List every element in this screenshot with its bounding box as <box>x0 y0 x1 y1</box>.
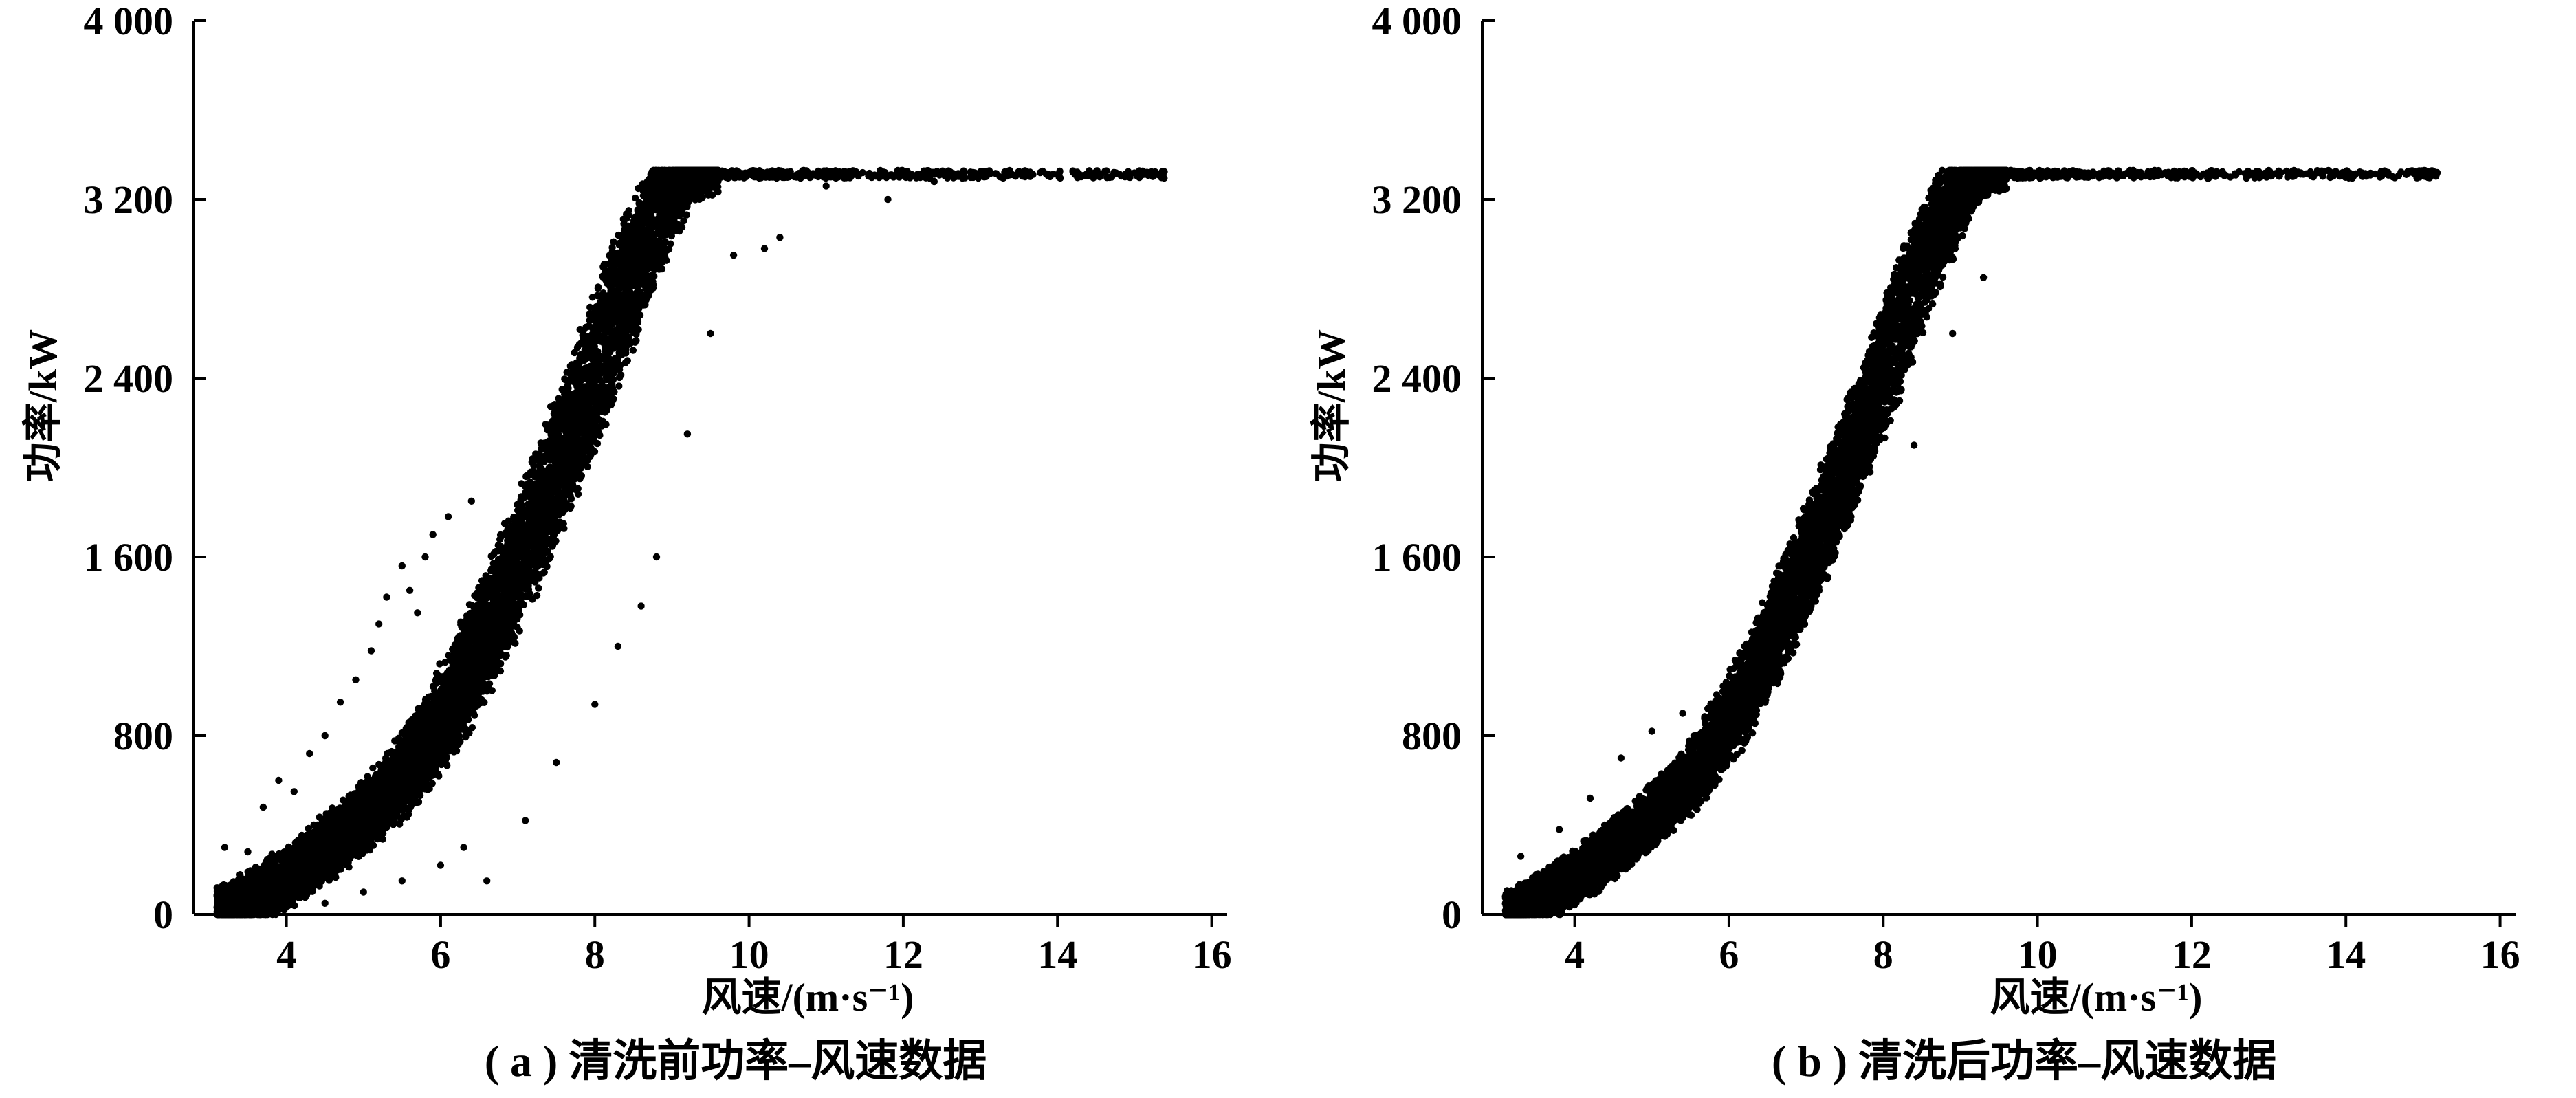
data-point <box>563 369 571 376</box>
data-point <box>576 325 584 333</box>
scatter-points-a <box>213 166 1168 919</box>
data-point <box>375 760 383 769</box>
data-point <box>544 426 551 434</box>
data-point <box>610 238 617 245</box>
data-point <box>632 194 639 202</box>
data-point <box>511 639 519 647</box>
data-point <box>500 520 509 527</box>
chart-panel-a: 4 6 8 10 12 14 16 0 800 1 600 2 400 3 200 4 000 风速/(… <box>21 0 1232 1086</box>
data-point <box>310 821 318 829</box>
data-point <box>369 764 377 772</box>
data-point <box>680 217 687 225</box>
data-point <box>629 347 637 354</box>
data-point <box>584 463 591 470</box>
